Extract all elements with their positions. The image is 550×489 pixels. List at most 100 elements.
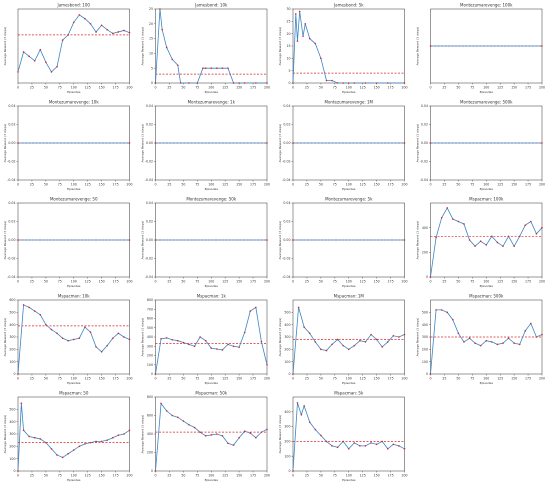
y-tick-label: 0 [151,81,153,85]
data-point [20,402,23,404]
x-tick-label: 100 [483,280,489,284]
y-tick-label: 300 [284,425,290,429]
x-tick-label: 75 [333,86,337,90]
data-point [100,440,103,443]
chart-title: Mspacman: 1k [197,294,227,299]
x-tick-label: 150 [99,474,105,478]
data-point [28,435,30,438]
data-point [452,318,454,321]
x-tick-label: 50 [456,86,460,90]
data-point [381,346,384,348]
data-point [364,82,367,84]
data-point [298,10,301,13]
chart-title: Montezumarevenge: 50 [50,197,98,202]
chart-title: Jamesbond: 5k [333,3,364,8]
y-tick-label: 0 [151,469,153,473]
y-tick-label: 300 [9,335,15,339]
x-tick-label: 25 [30,280,34,284]
data-point [161,28,163,31]
y-axis-label: Average Reward (3 steps) [416,221,420,260]
y-tick-label: -0.02 [145,257,153,261]
data-point [199,431,201,433]
data-point [308,332,311,335]
data-point [177,339,179,342]
x-tick-label: 25 [167,377,171,381]
data-point [304,23,307,25]
x-tick-label: 25 [30,183,34,187]
data-point [182,341,185,344]
data-point [518,343,521,346]
data-point [292,470,294,472]
x-tick-label: 175 [388,183,394,187]
x-tick-label: 0 [292,377,294,381]
data-point [33,310,36,312]
x-tick-label: 50 [44,183,48,187]
x-axis-label: Episodes [67,187,81,191]
x-tick-label: 175 [250,183,256,187]
data-point [524,330,527,332]
x-tick-label: 75 [58,280,62,284]
data-point [297,306,300,309]
data-point [541,226,543,229]
data-point [429,142,432,144]
data-point [435,309,437,311]
y-tick-label: 5 [151,66,153,70]
x-tick-label: 125 [222,183,228,187]
data-point [342,82,344,84]
y-tick-label: -0.04 [282,178,290,182]
x-tick-label: 75 [333,474,337,478]
data-point [446,207,449,209]
data-point [154,470,157,472]
x-tick-label: 75 [470,280,474,284]
data-point [342,344,344,347]
y-tick-label: 0 [13,469,15,473]
x-tick-label: 100 [208,86,214,90]
y-tick-label: 10 [286,56,290,60]
x-tick-label: 150 [374,474,380,478]
x-tick-label: 150 [236,280,242,284]
data-point [171,338,174,341]
x-tick-label: 150 [99,86,105,90]
data-point [111,337,114,340]
data-point [463,341,465,343]
data-point [266,142,268,144]
chart-title: Mspacman: 10k [58,294,90,299]
x-tick-label: 75 [58,183,62,187]
x-tick-label: 200 [539,280,545,284]
plot-frame [292,299,405,375]
x-tick-label: 0 [17,183,19,187]
x-axis-label: Episodes [205,90,219,94]
x-axis-label: Episodes [480,90,494,94]
y-tick-label: 0 [288,469,290,473]
data-point [39,314,42,316]
chart-title: Montezumarevenge: 50k [186,197,237,202]
data-point [238,346,240,348]
data-point [403,82,406,84]
data-point [171,58,174,61]
data-point [106,439,108,441]
chart-title: Montezumarevenge: 100k [460,3,513,8]
x-tick-label: 100 [346,474,352,478]
y-tick-label: -0.04 [282,275,290,279]
x-tick-label: 75 [195,86,199,90]
x-tick-label: 150 [99,280,105,284]
y-axis-label: Average Reward (3 steps) [278,27,282,66]
data-point [45,61,47,64]
data-point [314,428,317,431]
x-tick-label: 125 [497,86,503,90]
data-point [386,82,389,84]
y-tick-label: 600 [147,414,153,418]
data-point [325,79,328,82]
data-point [347,82,350,84]
data-point [159,8,161,10]
data-point [89,331,92,333]
y-tick-label: 0.04 [283,201,290,205]
data-point [78,14,81,16]
x-tick-label: 150 [236,86,242,90]
data-point [117,434,120,437]
y-axis-label: Average Reward (3 steps) [141,415,145,454]
x-tick-label: 0 [154,280,156,284]
data-point [199,336,201,338]
y-tick-label: 0.02 [146,123,153,127]
